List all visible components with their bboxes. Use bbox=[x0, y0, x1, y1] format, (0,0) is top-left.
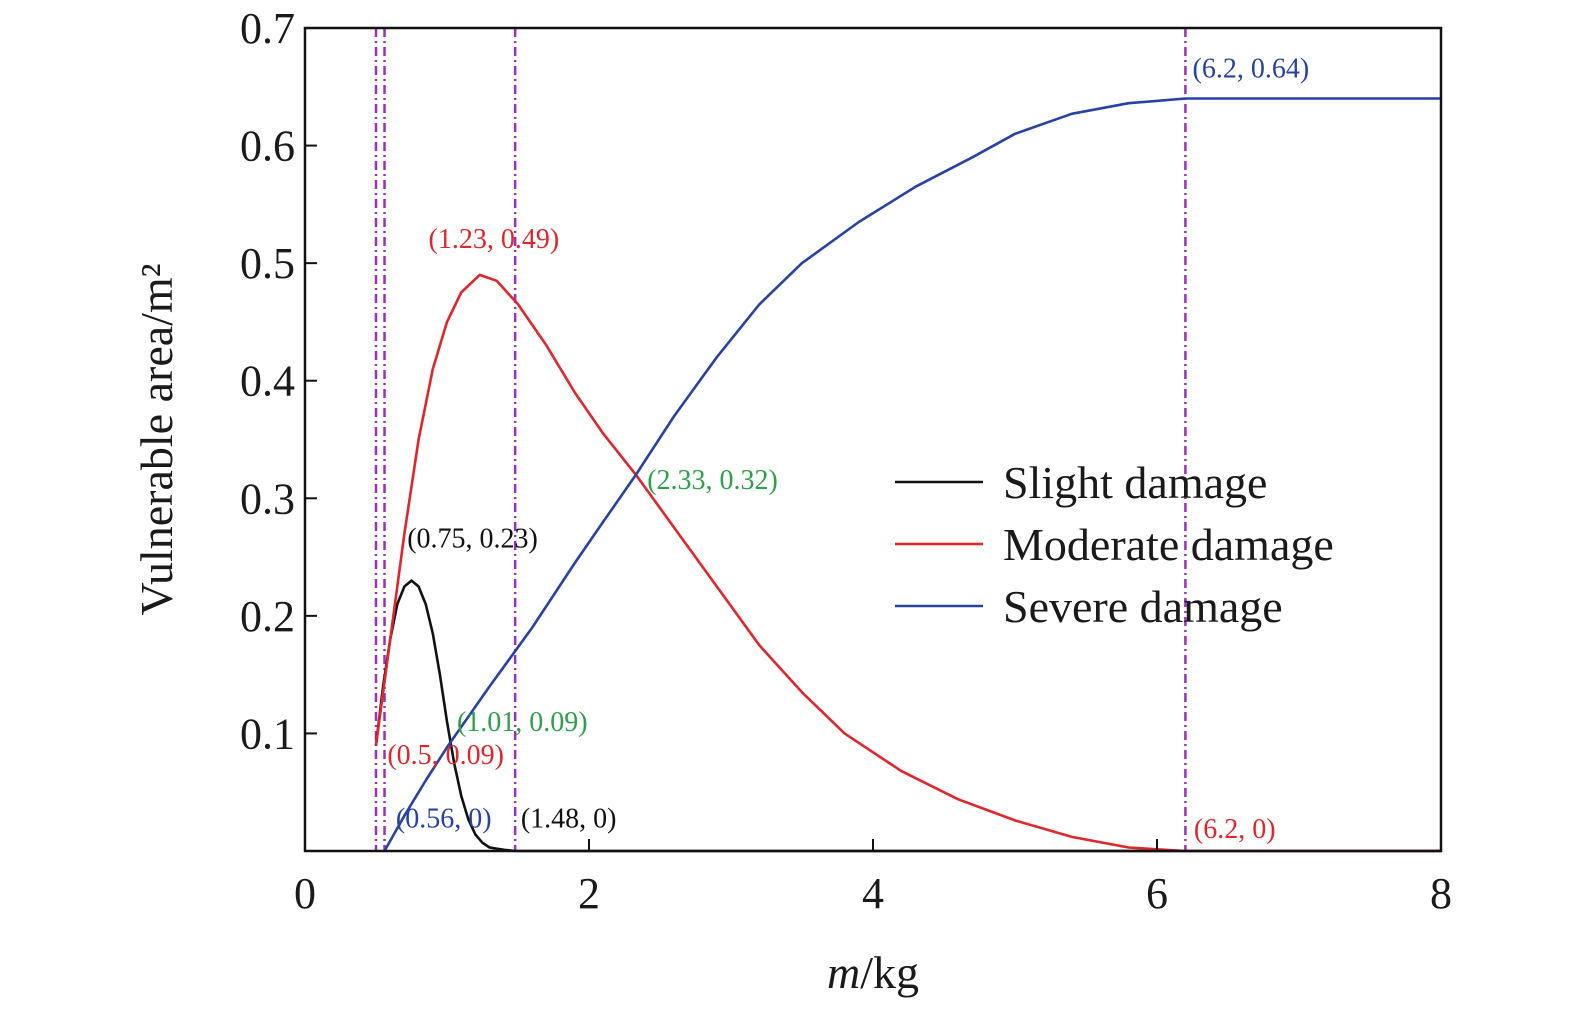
y-tick-label: 0.4 bbox=[240, 357, 295, 406]
legend: Slight damage Moderate damage Severe damag… bbox=[895, 457, 1334, 632]
x-axis-title-italic: m bbox=[827, 947, 860, 998]
y-tick-label: 0.2 bbox=[240, 592, 295, 641]
legend-label: Moderate damage bbox=[1003, 519, 1334, 570]
x-tick-label: 0 bbox=[294, 869, 316, 918]
series-lines bbox=[374, 97, 1441, 853]
point-annotation: (1.48, 0) bbox=[521, 803, 617, 834]
x-tick-label: 4 bbox=[862, 869, 884, 918]
point-annotation: (0.56, 0) bbox=[396, 803, 492, 834]
point-annotation: (6.2, 0) bbox=[1194, 814, 1276, 845]
legend-label: Severe damage bbox=[1003, 581, 1283, 632]
y-tick-label: 0.6 bbox=[240, 122, 295, 171]
x-tick-label: 6 bbox=[1146, 869, 1168, 918]
legend-label: Slight damage bbox=[1003, 457, 1267, 508]
point-annotation: (1.23, 0.49) bbox=[429, 224, 560, 255]
x-tick-label: 8 bbox=[1430, 869, 1452, 918]
point-annotation: (0.5, 0.09) bbox=[387, 740, 504, 771]
x-axis-title-unit: /kg bbox=[860, 947, 919, 998]
point-annotation: (1.01, 0.09) bbox=[457, 707, 588, 738]
y-tick-label: 0.7 bbox=[240, 4, 295, 53]
y-tick-label: 0.5 bbox=[240, 239, 295, 288]
x-tick-label: 2 bbox=[578, 869, 600, 918]
x-axis-title: m/kg bbox=[827, 947, 919, 998]
annotations: (6.2, 0.64) (1.23, 0.49) (2.33, 0.32) (0.75… bbox=[387, 53, 1309, 845]
y-tick-label: 0.3 bbox=[240, 474, 295, 523]
reference-lines bbox=[374, 28, 1187, 851]
y-axis-title: Vulnerable area/m² bbox=[131, 263, 182, 615]
y-tick-label: 0.1 bbox=[240, 709, 295, 758]
point-annotation: (0.75, 0.23) bbox=[407, 524, 538, 555]
point-annotation: (2.33, 0.32) bbox=[647, 465, 778, 496]
axis-ticks: 0 2 4 6 8 0.1 0.2 0.3 0.4 0.5 0.6 0.7 bbox=[240, 4, 1452, 918]
series-line-3 bbox=[383, 97, 1441, 852]
point-annotation: (6.2, 0.64) bbox=[1193, 53, 1310, 84]
